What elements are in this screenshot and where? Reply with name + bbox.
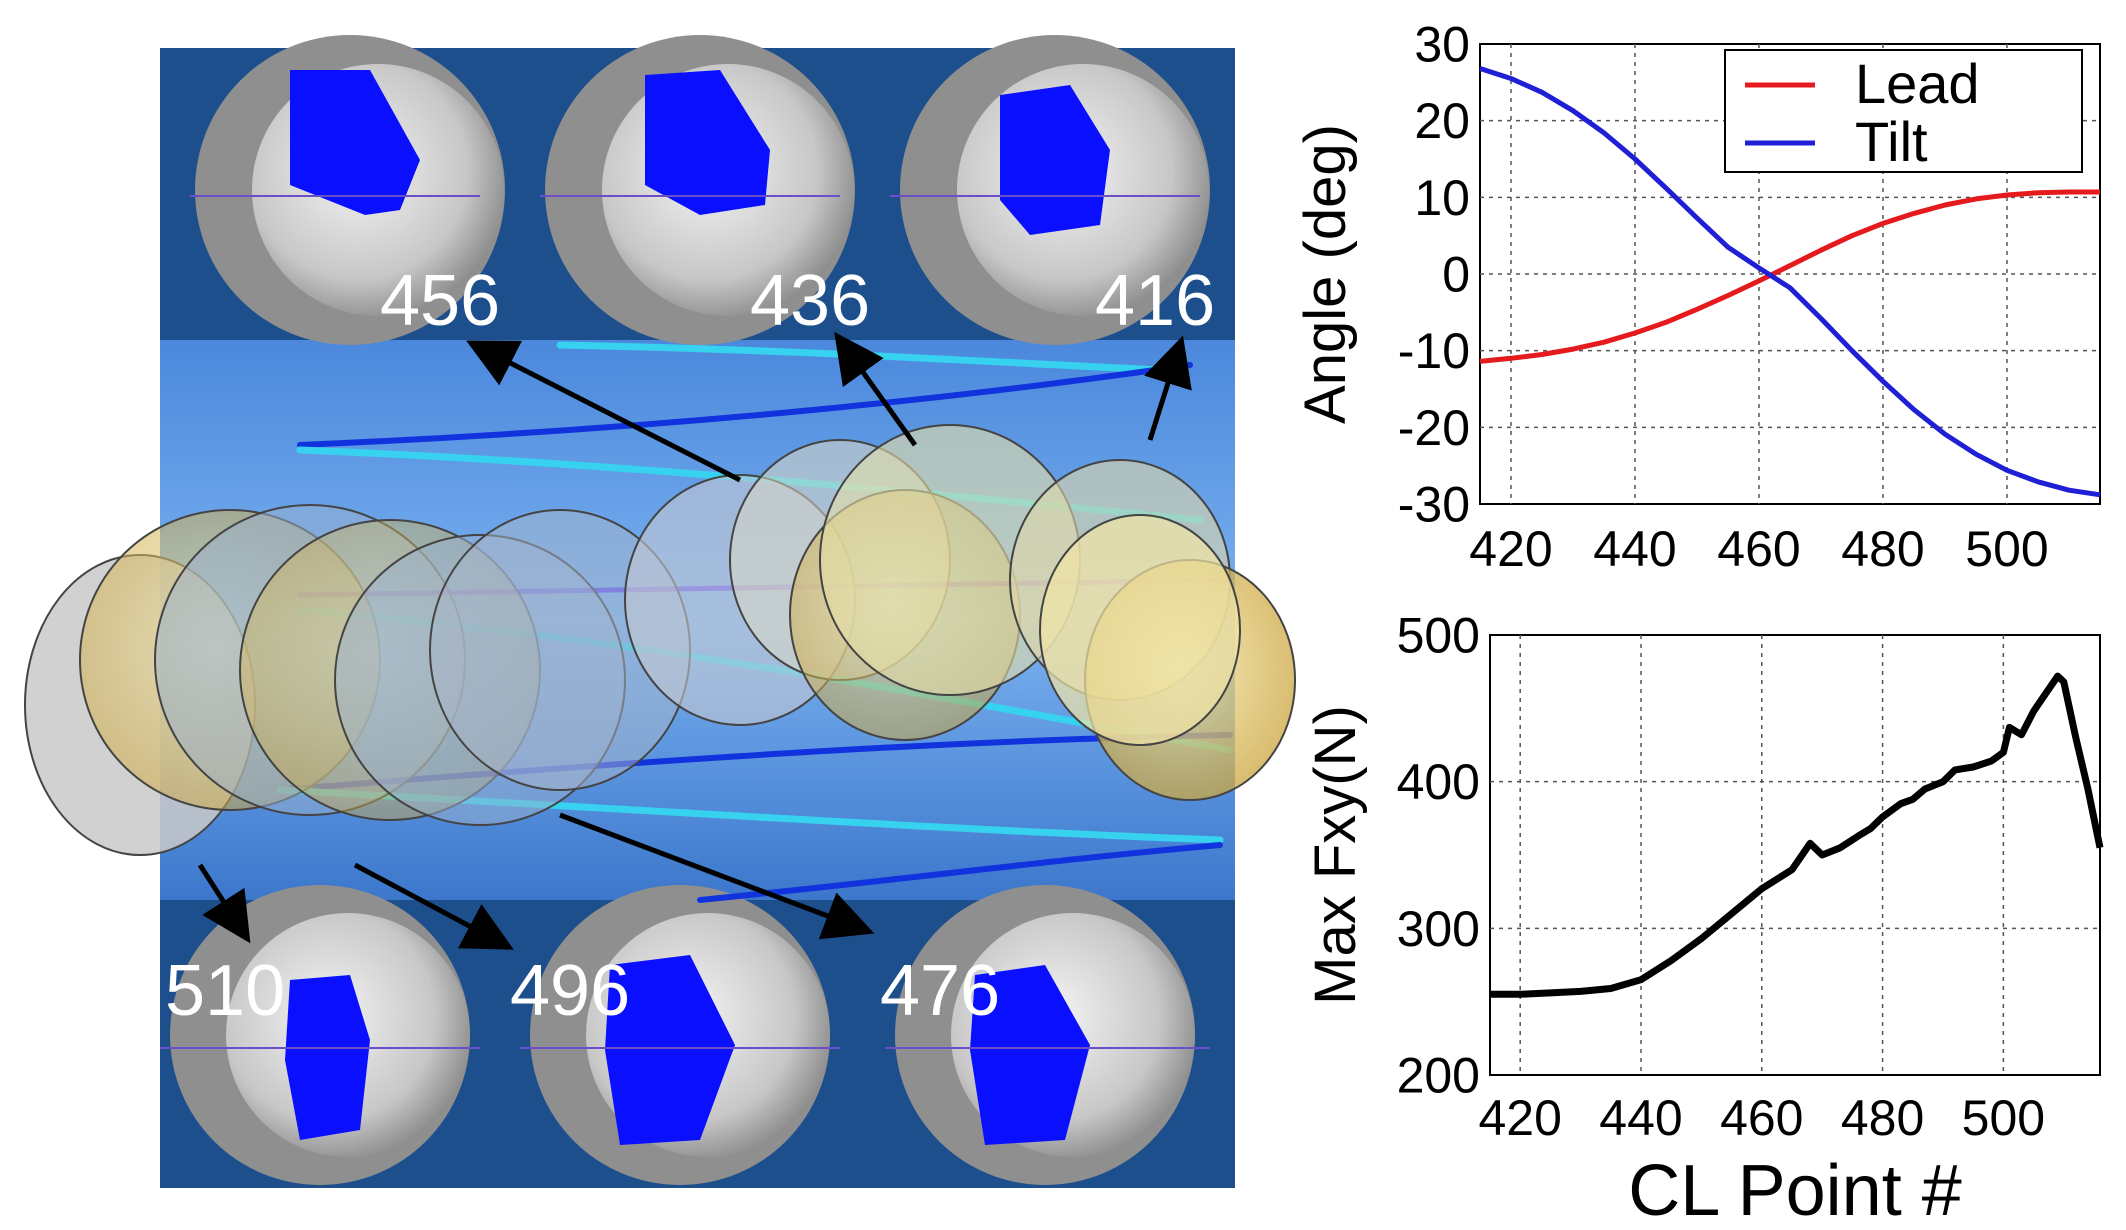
angle-xtick-label: 460	[1717, 521, 1800, 577]
legend-label-tilt: Tilt	[1855, 110, 1928, 173]
fxy-ytick-label: 300	[1397, 901, 1480, 957]
arrows	[197, 331, 1192, 950]
angle-series-tilt	[1479, 66, 2101, 498]
top-ball-1	[190, 35, 505, 345]
angle-ytick-label: 10	[1414, 170, 1470, 226]
bottom-ball-1	[160, 885, 480, 1185]
arrow-456	[466, 340, 742, 483]
fxy-xlabel: CL Point #	[1628, 1151, 1962, 1230]
legend-label-lead: Lead	[1855, 52, 1980, 115]
fxy-plot-area	[1489, 634, 2101, 1076]
fxy-ytick-label: 500	[1397, 608, 1480, 664]
label-top-1: 456	[380, 261, 500, 341]
legend-box	[1724, 49, 2083, 173]
angle-series-lead	[1479, 189, 2100, 364]
angle-ytick-label: -10	[1398, 323, 1470, 379]
arrow-476	[559, 812, 875, 940]
fxy-xtick-label: 460	[1720, 1090, 1803, 1146]
angle-ytick-label: 20	[1414, 93, 1470, 149]
label-bottom-2: 496	[510, 951, 630, 1031]
fxy-ylabel: Max Fxy(N)	[1303, 705, 1368, 1005]
fxy-series-max-fxy	[1490, 672, 2104, 998]
fxy-xtick-label: 440	[1599, 1090, 1682, 1146]
label-top-3: 416	[1095, 261, 1215, 341]
fxy-xtick-label: 480	[1841, 1090, 1924, 1146]
point-labels: 456 436 416 510 496 476	[165, 261, 1215, 1031]
fxy-xtick-label: 500	[1962, 1090, 2045, 1146]
angle-ytick-label: 30	[1414, 17, 1470, 73]
angle-xtick-label: 480	[1841, 521, 1924, 577]
label-bottom-1: 510	[165, 951, 285, 1031]
angle-ytick-label: -30	[1398, 477, 1470, 533]
fxy-chart: 420 440 460 480 500 200 300 400 500 Max Fxy(N) CL …	[1303, 608, 2104, 1230]
angle-xtick-label: 420	[1469, 521, 1552, 577]
label-top-2: 436	[750, 261, 870, 341]
angle-ylabel: Angle (deg)	[1293, 124, 1358, 424]
bottom-ball-2	[520, 885, 840, 1185]
angle-xtick-label: 440	[1593, 521, 1676, 577]
bottom-ball-3	[885, 885, 1210, 1185]
arrow-416	[1144, 335, 1192, 441]
fxy-ytick-label: 200	[1397, 1048, 1480, 1104]
arrow-496	[353, 862, 514, 950]
arrow-510	[197, 863, 251, 944]
fxy-xtick-label: 420	[1478, 1090, 1561, 1146]
tool-overlays	[24, 424, 1296, 856]
angle-xtick-label: 500	[1965, 521, 2048, 577]
top-ball-2	[540, 35, 855, 345]
top-ball-3	[890, 35, 1210, 345]
simulation-panel: 456 436 416 510 496 476	[24, 35, 1296, 1188]
arrow-436	[834, 331, 918, 447]
angle-ytick-label: -20	[1398, 400, 1470, 456]
fxy-ytick-label: 400	[1397, 754, 1480, 810]
label-bottom-3: 476	[880, 951, 1000, 1031]
angle-ytick-label: 0	[1442, 247, 1470, 303]
angle-chart: 420 440 460 480 500 30 20 10 0 -10 -20 -30 Angle (de…	[1293, 17, 2101, 577]
